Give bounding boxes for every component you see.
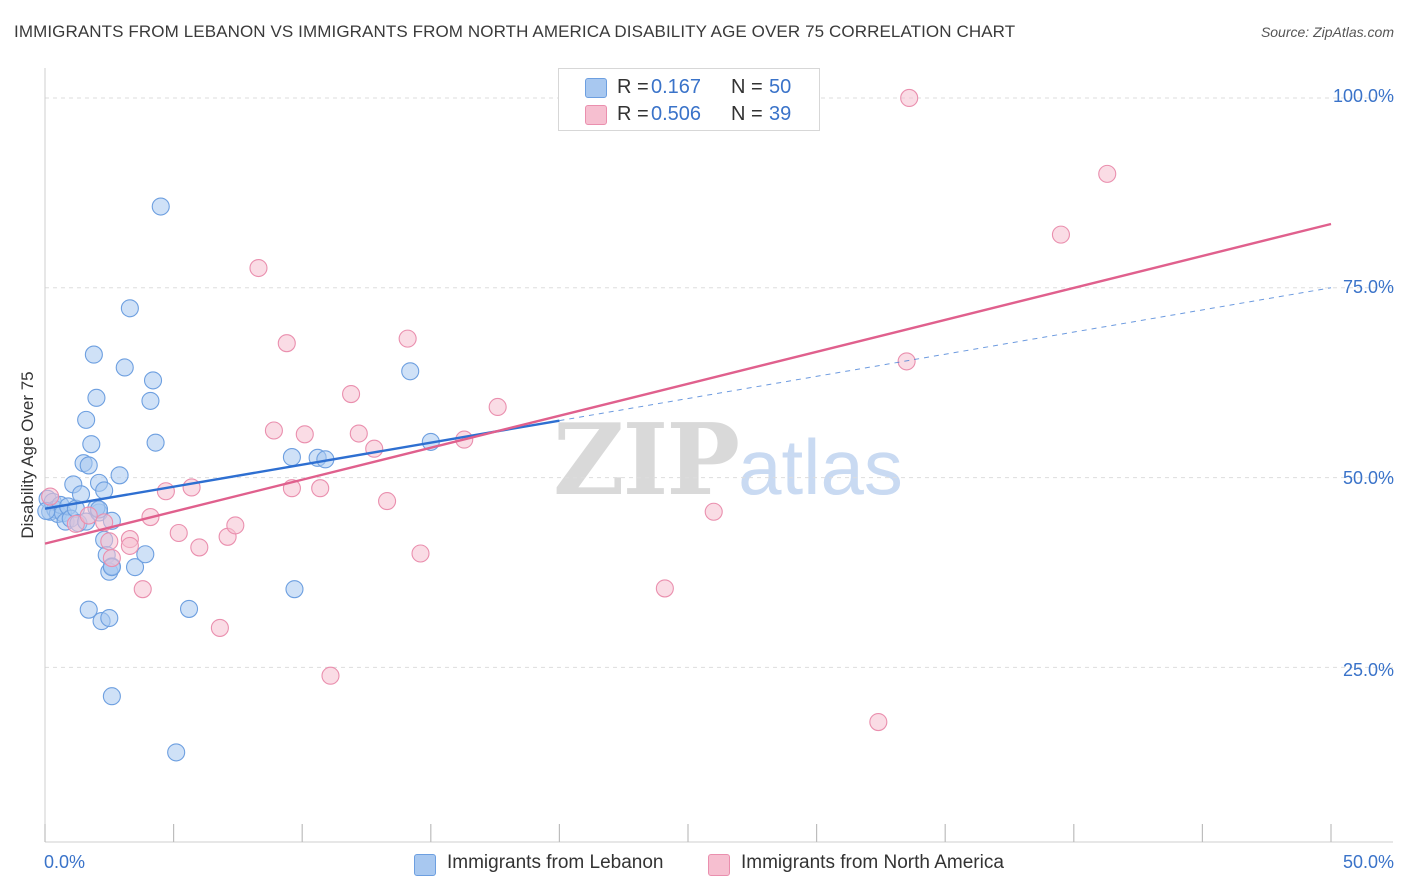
trend-line-lebanon	[44, 419, 560, 510]
point-north-america-2	[79, 506, 98, 525]
point-lebanon-46	[179, 599, 199, 618]
point-north-america-33	[655, 579, 674, 598]
watermark-atlas: atlas	[738, 423, 903, 511]
point-lebanon-51	[401, 362, 420, 381]
point-lebanon-37	[115, 358, 134, 377]
point-north-america-29	[411, 544, 430, 563]
point-north-america-5	[102, 549, 121, 568]
point-north-america-13	[190, 538, 209, 557]
point-north-america-35	[869, 712, 888, 732]
point-lebanon-42	[143, 371, 163, 390]
point-lebanon-15	[77, 410, 96, 429]
point-lebanon-20	[84, 345, 103, 364]
point-lebanon-45	[167, 743, 186, 762]
point-lebanon-39	[125, 558, 145, 577]
point-north-america-25	[349, 424, 368, 443]
bottom-legend-label-north-america: Immigrants from North America	[741, 852, 1004, 873]
point-north-america-3	[95, 513, 114, 532]
trend-line-extension-lebanon	[559, 287, 1332, 422]
point-lebanon-19	[79, 600, 98, 619]
trend-line-north-america	[44, 222, 1332, 545]
point-lebanon-17	[82, 435, 101, 454]
point-north-america-7	[120, 536, 139, 555]
point-north-america-34	[704, 502, 723, 521]
point-north-america-8	[133, 580, 152, 599]
legend-n-label: N =	[731, 76, 763, 98]
point-north-america-36	[900, 88, 919, 108]
legend-r-value: 0.506	[651, 103, 702, 125]
point-north-america-11	[169, 523, 188, 543]
point-north-america-31	[488, 397, 507, 417]
point-lebanon-41	[141, 391, 160, 410]
point-lebanon-36	[110, 466, 129, 485]
point-lebanon-16	[79, 456, 98, 475]
y-tick-label-100: 100.0%	[1332, 86, 1394, 106]
point-lebanon-31	[100, 608, 119, 628]
bottom-legend-swatch-north-america	[708, 854, 730, 876]
point-north-america-27	[378, 492, 397, 511]
point-lebanon-44	[151, 197, 170, 216]
watermark-zip: ZIP	[553, 403, 740, 518]
point-lebanon-38	[120, 299, 139, 318]
legend-r-value: 0.167	[651, 76, 702, 98]
point-north-america-23	[321, 666, 340, 685]
chart-title: IMMIGRANTS FROM LEBANON VS IMMIGRANTS FR…	[14, 22, 1016, 41]
point-north-america-18	[264, 421, 283, 440]
point-north-america-38	[1051, 225, 1070, 244]
legend-n-label: N =	[731, 103, 763, 125]
point-north-america-16	[226, 516, 245, 535]
point-north-america-1	[66, 514, 85, 533]
point-lebanon-35	[102, 687, 121, 706]
y-tick-label-25: 25.0%	[1342, 660, 1394, 680]
legend-n-value: 39	[769, 103, 792, 125]
point-north-america-14	[210, 618, 229, 637]
x-tick-label-max: 50.0%	[1342, 852, 1394, 872]
source-label: Source: ZipAtlas.com	[1260, 24, 1394, 40]
bottom-legend-label-lebanon: Immigrants from Lebanon	[447, 852, 664, 873]
watermark: ZIPatlas	[553, 403, 903, 518]
legend-swatch-north-america	[585, 105, 607, 125]
point-north-america-10	[156, 482, 175, 501]
legend-row-north-america: R = 0.506 N = 39	[559, 101, 819, 127]
point-lebanon-43	[146, 433, 165, 452]
legend-swatch-lebanon	[585, 78, 607, 98]
legend-n-value: 50	[769, 76, 792, 98]
point-north-america-21	[295, 425, 314, 444]
point-north-america-19	[277, 334, 296, 353]
point-lebanon-21	[87, 388, 106, 407]
point-lebanon-13	[71, 485, 91, 504]
point-north-america-17	[249, 258, 268, 278]
point-lebanon-48	[285, 580, 304, 599]
correlation-legend: R = 0.167 N = 50 R = 0.506 N = 39	[558, 68, 820, 131]
point-north-america-37	[897, 352, 916, 371]
point-north-america-22	[311, 479, 330, 498]
point-north-america-39	[1098, 164, 1117, 183]
legend-r-label: R =	[617, 103, 649, 125]
legend-r-label: R =	[617, 76, 649, 98]
point-north-america-28	[398, 329, 417, 348]
point-lebanon-47	[282, 448, 301, 467]
x-tick-label-min: 0.0%	[44, 852, 86, 872]
y-tick-label-75: 75.0%	[1342, 277, 1394, 297]
point-north-america-4	[100, 532, 119, 551]
y-tick-label-50: 50.0%	[1342, 468, 1394, 488]
point-lebanon-40	[136, 545, 155, 564]
point-north-america-26	[365, 439, 384, 458]
point-north-america-0	[41, 487, 60, 506]
point-north-america-24	[342, 385, 361, 404]
bottom-legend-swatch-lebanon	[414, 854, 436, 876]
legend-row-lebanon: R = 0.167 N = 50	[559, 74, 819, 100]
y-axis-label: Disability Age Over 75	[18, 371, 37, 539]
